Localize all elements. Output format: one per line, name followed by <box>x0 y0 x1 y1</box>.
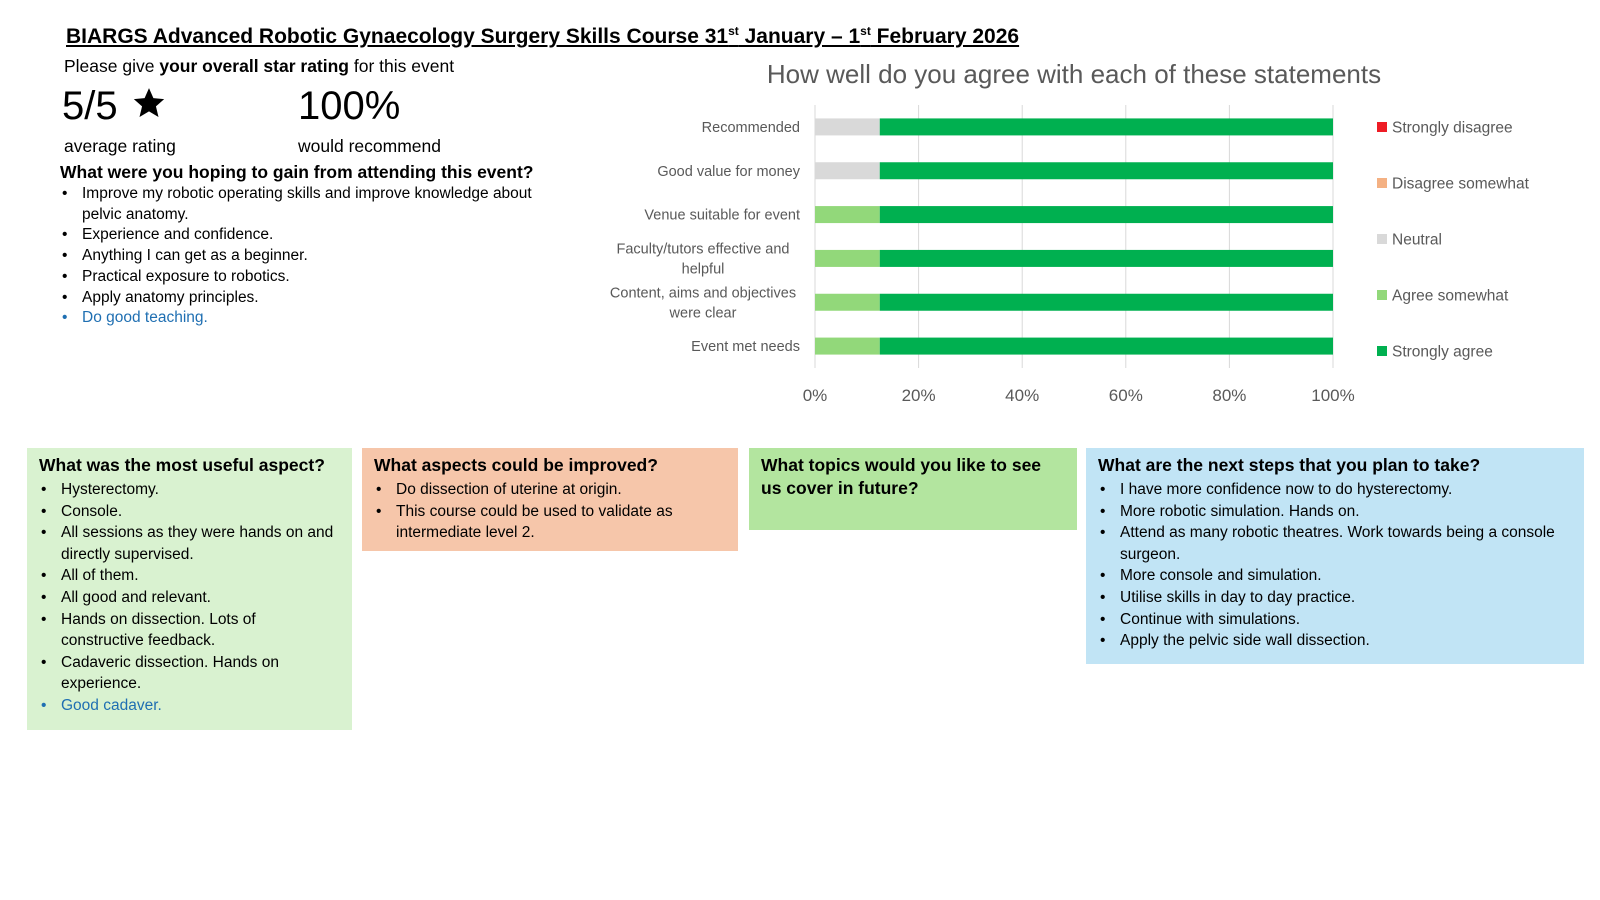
legend-swatch <box>1377 122 1387 132</box>
list-item: Hysterectomy. <box>39 479 340 501</box>
list-item: I have more confidence now to do hystere… <box>1098 479 1572 501</box>
legend-label: Disagree somewhat <box>1392 176 1530 193</box>
bar-segment <box>815 206 880 224</box>
hoping-list: Improve my robotic operating skills and … <box>60 184 560 329</box>
agreement-chart: How well do you agree with each of these… <box>610 59 1530 405</box>
list-item: Practical exposure to robotics. <box>60 267 560 288</box>
star-icon <box>133 88 164 118</box>
bar-segment <box>815 118 880 136</box>
next-steps-heading: What are the next steps that you plan to… <box>1098 455 1481 475</box>
bar-segment <box>879 118 1333 136</box>
useful-aspect-heading: What was the most useful aspect? <box>39 455 325 475</box>
category-label: Event met needs <box>691 339 800 355</box>
x-tick-label: 40% <box>1005 386 1039 405</box>
legend-swatch <box>1377 178 1387 188</box>
bar-segment <box>815 337 880 355</box>
list-item: Cadaveric dissection. Hands on experienc… <box>39 652 340 695</box>
bar-segment <box>815 293 880 311</box>
bar-segment <box>879 206 1333 224</box>
legend-label: Agree somewhat <box>1392 288 1509 305</box>
improvements-box: What aspects could be improved? Do disse… <box>362 448 738 551</box>
average-rating-label: average rating <box>64 136 176 156</box>
bar-segment <box>879 162 1333 180</box>
bar-segment <box>879 249 1333 267</box>
x-tick-label: 60% <box>1109 386 1143 405</box>
list-item: This course could be used to validate as… <box>374 501 726 544</box>
list-item: All of them. <box>39 565 340 587</box>
list-item: Do good teaching. <box>60 308 560 329</box>
list-item: More console and simulation. <box>1098 565 1572 587</box>
recommend-label: would recommend <box>298 136 441 156</box>
next-steps-list: I have more confidence now to do hystere… <box>1098 479 1572 652</box>
next-steps-box: What are the next steps that you plan to… <box>1086 448 1584 664</box>
list-item: Apply anatomy principles. <box>60 288 560 309</box>
average-rating: 5/5 <box>62 86 166 126</box>
future-topics-heading: What topics would you like to see us cov… <box>761 455 1042 498</box>
bar-segment <box>815 249 880 267</box>
list-item: Hands on dissection. Lots of constructiv… <box>39 609 340 652</box>
x-tick-label: 100% <box>1311 386 1354 405</box>
x-tick-label: 80% <box>1212 386 1246 405</box>
list-item: Good cadaver. <box>39 695 340 717</box>
list-item: Console. <box>39 501 340 523</box>
page-title: BIARGS Advanced Robotic Gynaecology Surg… <box>66 24 1020 48</box>
list-item: Continue with simulations. <box>1098 609 1572 631</box>
bar-segment <box>815 162 880 180</box>
legend-swatch <box>1377 290 1387 300</box>
category-label: Good value for money <box>657 164 800 180</box>
list-item: Experience and confidence. <box>60 225 560 246</box>
list-item: Do dissection of uterine at origin. <box>374 479 726 501</box>
bar-segment <box>879 337 1333 355</box>
recommend-percent: 100% <box>298 84 401 128</box>
hoping-heading: What were you hoping to gain from attend… <box>60 162 534 182</box>
list-item: All good and relevant. <box>39 587 340 609</box>
improvements-list: Do dissection of uterine at origin.This … <box>374 479 726 544</box>
legend-label: Strongly disagree <box>1392 120 1513 137</box>
rating-prompt: Please give your overall star rating for… <box>64 56 455 76</box>
chart-title: How well do you agree with each of these… <box>767 59 1381 89</box>
x-tick-label: 20% <box>902 386 936 405</box>
legend-label: Strongly agree <box>1392 344 1493 361</box>
category-label: Recommended <box>702 120 800 136</box>
legend-swatch <box>1377 234 1387 244</box>
average-rating-value: 5/5 <box>62 84 118 128</box>
list-item: Attend as many robotic theatres. Work to… <box>1098 522 1572 565</box>
category-label: Faculty/tutors effective and helpful <box>616 241 789 277</box>
list-item: Utilise skills in day to day practice. <box>1098 587 1572 609</box>
list-item: Apply the pelvic side wall dissection. <box>1098 630 1572 652</box>
bar-segment <box>879 293 1333 311</box>
useful-aspect-list: Hysterectomy.Console.All sessions as the… <box>39 479 340 717</box>
legend-swatch <box>1377 346 1387 356</box>
list-item: All sessions as they were hands on and d… <box>39 522 340 565</box>
list-item: Improve my robotic operating skills and … <box>60 184 560 225</box>
x-tick-label: 0% <box>803 386 828 405</box>
list-item: More robotic simulation. Hands on. <box>1098 501 1572 523</box>
useful-aspect-box: What was the most useful aspect? Hystere… <box>27 448 352 730</box>
list-item: Anything I can get as a beginner. <box>60 246 560 267</box>
future-topics-box: What topics would you like to see us cov… <box>749 448 1077 530</box>
category-label: Venue suitable for event <box>644 208 800 224</box>
category-label: Content, aims and objectives were clear <box>610 285 796 321</box>
legend-label: Neutral <box>1392 232 1442 249</box>
improvements-heading: What aspects could be improved? <box>374 455 658 475</box>
